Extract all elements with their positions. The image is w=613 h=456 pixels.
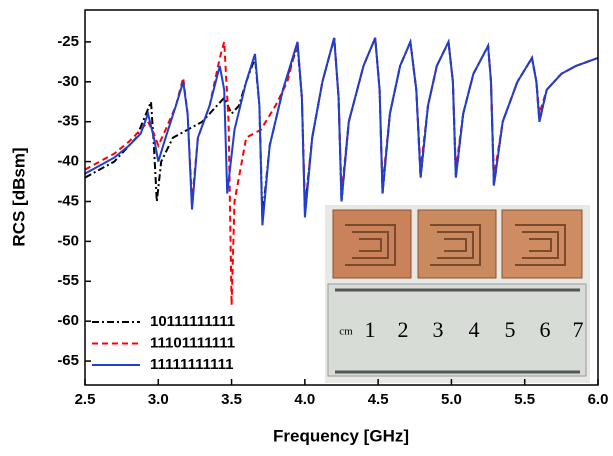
photo-label: 5 <box>505 317 516 342</box>
y-tick-label: -30 <box>57 73 79 90</box>
photo-label: 1 <box>365 317 376 342</box>
photo-label: 4 <box>469 317 480 342</box>
photo-label: 2 <box>398 317 409 342</box>
photo-inset <box>325 0 590 383</box>
y-tick-label: -25 <box>57 33 79 50</box>
y-tick-label: -45 <box>57 192 79 209</box>
x-tick-label: 3.0 <box>148 391 169 408</box>
x-tick-label: 2.5 <box>75 391 96 408</box>
legend-label: 10111111111 <box>150 313 235 330</box>
y-tick-label: -50 <box>57 232 79 249</box>
x-tick-label: 6.0 <box>588 391 609 408</box>
y-tick-label: -35 <box>57 113 79 130</box>
x-tick-label: 3.5 <box>221 391 242 408</box>
photo-label: 3 <box>433 317 444 342</box>
photo-label: 7 <box>573 317 584 342</box>
y-tick-label: -40 <box>57 153 79 170</box>
x-tick-label: 5.5 <box>514 391 535 408</box>
legend-label: 11101111111 <box>150 334 235 351</box>
x-tick-label: 4.5 <box>368 391 389 408</box>
legend-label: 11111111111 <box>150 356 234 373</box>
series-line <box>84 37 599 226</box>
y-tick-label: -65 <box>57 352 79 369</box>
photo-label: 6 <box>540 317 551 342</box>
y-tick-label: -60 <box>57 312 79 329</box>
plot-frame <box>84 9 599 386</box>
photo-label: cm <box>339 326 353 338</box>
x-tick-label: 4.0 <box>294 391 315 408</box>
y-axis-label: RCS [dBsm] <box>9 147 28 246</box>
y-tick-label: -55 <box>57 272 79 289</box>
x-tick-label: 5.0 <box>441 391 462 408</box>
x-axis-label: Frequency [GHz] <box>273 426 409 445</box>
